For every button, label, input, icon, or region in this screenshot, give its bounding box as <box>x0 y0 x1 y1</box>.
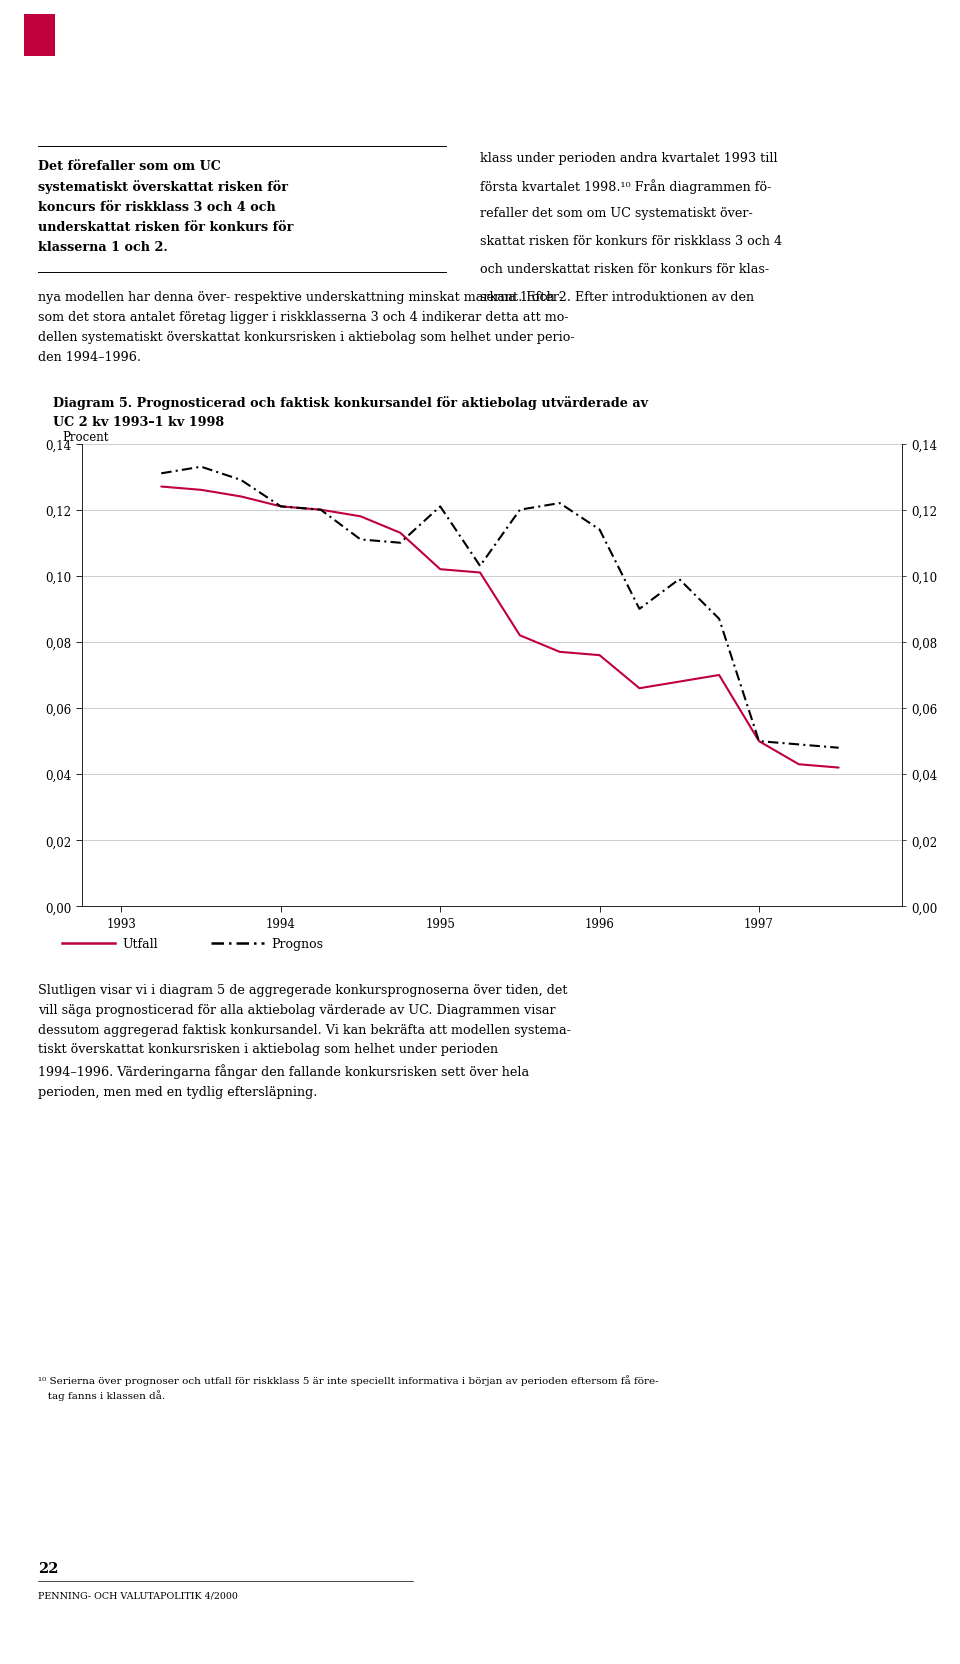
Text: skattat risken för konkurs för riskklass 3 och 4: skattat risken för konkurs för riskklass… <box>480 235 782 248</box>
Text: Procent: Procent <box>62 431 108 444</box>
Text: Utfall: Utfall <box>123 937 158 950</box>
Text: Slutligen visar vi i diagram 5 de aggregerade konkursprognoserna över tiden, det: Slutligen visar vi i diagram 5 de aggreg… <box>38 983 571 1098</box>
Text: ¹⁰ Serierna över prognoser och utfall för riskklass 5 är inte speciellt informat: ¹⁰ Serierna över prognoser och utfall fö… <box>38 1374 659 1384</box>
Text: Det förefaller som om UC
systematiskt överskattat risken för
koncurs för riskkla: Det förefaller som om UC systematiskt öv… <box>38 160 294 253</box>
Text: första kvartalet 1998.¹⁰ Från diagrammen fö-: första kvartalet 1998.¹⁰ Från diagrammen… <box>480 180 772 195</box>
Text: 22: 22 <box>38 1561 59 1574</box>
Text: PENNING- OCH VALUTAPOLITIK 4/2000: PENNING- OCH VALUTAPOLITIK 4/2000 <box>38 1591 238 1599</box>
Text: tag fanns i klassen då.: tag fanns i klassen då. <box>38 1389 165 1399</box>
Text: klass under perioden andra kvartalet 1993 till: klass under perioden andra kvartalet 199… <box>480 151 778 165</box>
Text: Diagram 5. Prognosticerad och faktisk konkursandel för aktiebolag utvärderade av: Diagram 5. Prognosticerad och faktisk ko… <box>53 396 648 409</box>
Text: och underskattat risken för konkurs för klas-: och underskattat risken för konkurs för … <box>480 263 769 276</box>
Text: serna 1 och 2. Efter introduktionen av den: serna 1 och 2. Efter introduktionen av d… <box>480 291 755 305</box>
Text: refaller det som om UC systematiskt över-: refaller det som om UC systematiskt över… <box>480 208 753 220</box>
Text: Prognos: Prognos <box>272 937 324 950</box>
Text: UC 2 kv 1993–1 kv 1998: UC 2 kv 1993–1 kv 1998 <box>53 416 224 429</box>
Text: nya modellen har denna över- respektive underskattning minskat markant. Efter-
s: nya modellen har denna över- respektive … <box>38 291 575 363</box>
